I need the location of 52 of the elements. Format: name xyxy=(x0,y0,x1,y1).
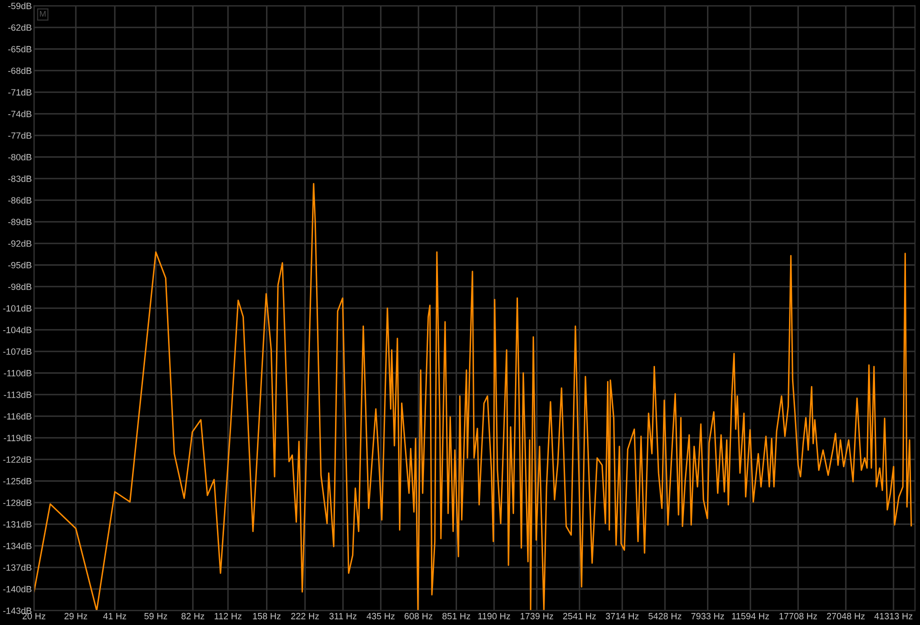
y-tick-label: -86dB xyxy=(8,196,32,204)
x-tick-label: 27048 Hz xyxy=(826,612,865,620)
x-tick-label: 41313 Hz xyxy=(874,612,912,620)
y-tick-label: -110dB xyxy=(4,370,32,376)
y-tick-label: -62dB xyxy=(8,24,32,31)
x-tick-label: 59 Hz xyxy=(144,612,168,620)
x-tick-label: 3714 Hz xyxy=(606,612,639,620)
x-tick-label: 20 Hz xyxy=(22,612,46,620)
x-tick-label: 311 Hz xyxy=(329,612,357,620)
y-tick-label: -125dB xyxy=(3,478,32,484)
x-tick-label: 7933 Hz xyxy=(691,612,724,620)
y-tick-label: -140dB xyxy=(3,586,32,592)
x-tick-label: 851 Hz xyxy=(442,612,470,620)
x-tick-label: 158 Hz xyxy=(253,612,281,620)
y-tick-label: -101dB xyxy=(3,304,32,312)
y-tick-label: -104dB xyxy=(3,326,32,334)
y-tick-label: -92dB xyxy=(8,240,32,247)
x-tick-label: 11594 Hz xyxy=(732,612,769,620)
x-tick-label: 1739 Hz xyxy=(520,612,554,620)
y-tick-label: -128dB xyxy=(3,499,32,506)
y-tick-label: -89dB xyxy=(8,218,32,226)
y-tick-label: -95dB xyxy=(8,262,32,268)
y-tick-label: -116dB xyxy=(4,412,32,420)
y-tick-label: -134dB xyxy=(3,542,32,550)
x-tick-label: 41 Hz xyxy=(103,613,126,620)
y-tick-label: -137dB xyxy=(3,564,32,571)
y-tick-label: -77dB xyxy=(8,132,32,139)
y-tick-label: -143dB xyxy=(3,607,32,614)
x-tick-label: 82 Hz xyxy=(181,612,204,620)
x-tick-label: 435 Hz xyxy=(366,612,395,620)
y-tick-label: -131dB xyxy=(3,520,32,528)
y-tick-label: -74dB xyxy=(8,110,32,118)
x-tick-label: 112 Hz xyxy=(214,612,242,620)
annotation: M xyxy=(40,10,46,17)
y-tick-label: -107dB xyxy=(3,348,32,355)
y-tick-label: -119dB xyxy=(4,434,32,442)
y-tick-label: -71dB xyxy=(8,88,32,96)
y-tick-label: -59dB xyxy=(8,2,32,10)
y-tick-label: -122dB xyxy=(3,456,32,463)
x-tick-label: 29 Hz xyxy=(64,612,88,620)
x-tick-label: 608 Hz xyxy=(404,612,432,620)
y-tick-label: -98dB xyxy=(8,283,32,290)
x-tick-label: 17708 Hz xyxy=(779,612,817,620)
y-tick-label: -68dB xyxy=(8,67,32,74)
y-tick-label: -83dB xyxy=(8,175,32,182)
y-tick-label: -65dB xyxy=(8,46,32,52)
y-tick-label: -80dB xyxy=(8,154,32,160)
x-tick-label: 5428 Hz xyxy=(648,612,682,620)
x-tick-label: 2541 Hz xyxy=(563,612,596,620)
y-tick-label: -113dB xyxy=(4,391,32,398)
x-tick-label: 222 Hz xyxy=(291,612,319,620)
x-tick-label: 1190 Hz xyxy=(478,612,510,620)
